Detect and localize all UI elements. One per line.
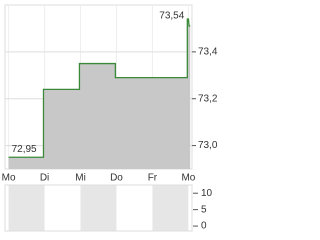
band	[116, 185, 153, 231]
chart: Mo Di Mi Do Fr Mo 73,0 73,2 73,4 73,54 72,95 0 5 10	[2, 4, 218, 232]
plot-area	[4, 184, 193, 232]
y-tick-label: 5	[201, 204, 207, 215]
band	[8, 185, 45, 231]
x-tick-label: Fr	[148, 173, 158, 184]
band	[152, 185, 189, 231]
y-tick-label: 73,2	[198, 93, 218, 104]
band	[188, 185, 192, 231]
x-tick-label: Di	[40, 173, 49, 184]
y-tick-label: 73,4	[198, 46, 218, 57]
x-tick-label: Do	[110, 173, 123, 184]
y-tick-label: 0	[201, 221, 207, 232]
y-tick-label: 73,0	[198, 140, 218, 151]
max-label: 73,54	[159, 11, 184, 22]
area	[8, 19, 191, 169]
x-tick-label: Mi	[75, 173, 86, 184]
band	[5, 185, 9, 231]
x-tick-label: Mo	[2, 173, 16, 184]
line	[8, 18, 191, 158]
band	[80, 185, 117, 231]
y-tick-label: 10	[201, 188, 213, 199]
min-label: 72,95	[12, 144, 37, 155]
band	[44, 185, 81, 231]
x-tick-label: Mo	[181, 173, 195, 184]
